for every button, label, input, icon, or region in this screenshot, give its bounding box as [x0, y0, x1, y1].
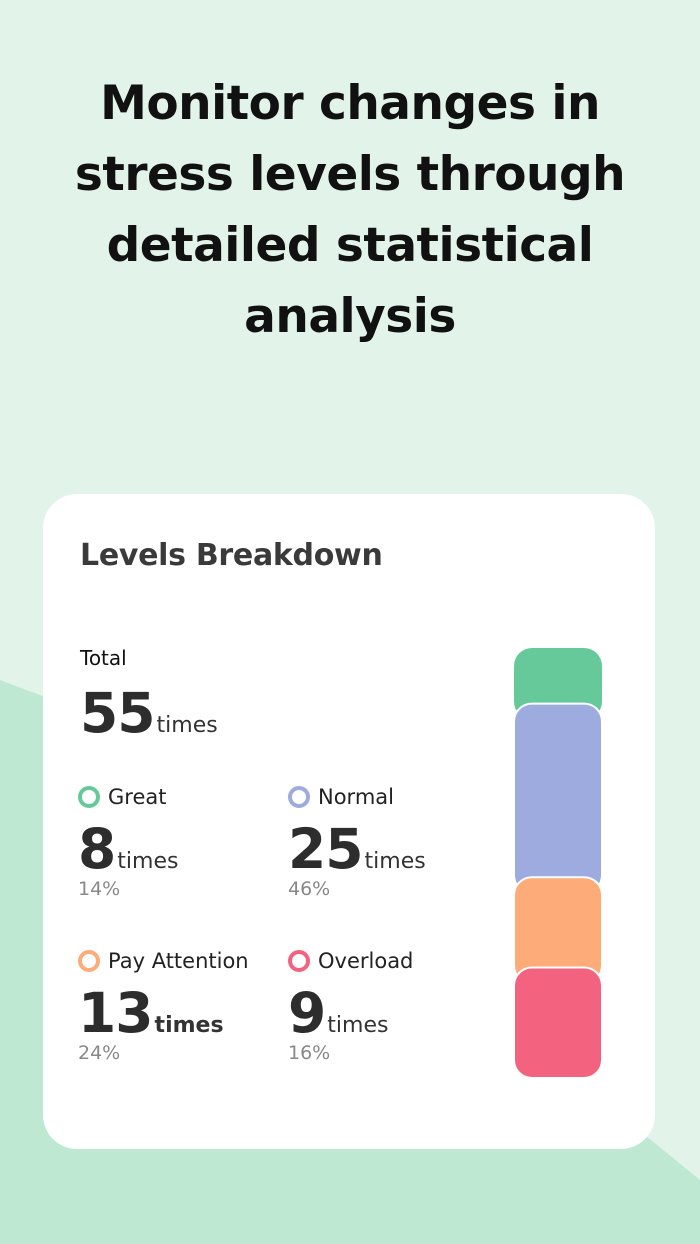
stat-unit: times	[117, 849, 179, 874]
total-unit: times	[156, 713, 218, 738]
stat-great: Great 8 times 14%	[78, 782, 278, 900]
stat-count: 8	[78, 817, 116, 881]
stat-percent: 16%	[288, 1042, 331, 1064]
stat-count: 9	[288, 981, 326, 1045]
levels-breakdown-card: Levels Breakdown Total 55 times Great 8 …	[43, 494, 655, 1149]
stat-pay-attention: Pay Attention 13 times 24%	[78, 946, 278, 1064]
stat-percent: 24%	[78, 1042, 121, 1064]
stat-count: 13	[78, 981, 154, 1045]
total-value: 55 times	[80, 680, 218, 746]
great-dot-icon	[78, 786, 100, 808]
bar-segment-overload	[513, 966, 603, 1078]
stat-percent: 14%	[78, 878, 121, 900]
overload-dot-icon	[288, 950, 310, 972]
stat-unit: times	[364, 849, 426, 874]
stacked-level-bar	[513, 648, 603, 1078]
stat-name: Overload	[318, 949, 414, 973]
stat-normal: Normal 25 times 46%	[288, 782, 488, 900]
stat-unit: times	[154, 1013, 224, 1038]
total-label: Total	[80, 646, 127, 670]
stat-count: 25	[288, 817, 364, 881]
stat-name: Pay Attention	[108, 949, 249, 973]
headline: Monitor changes in stress levels through…	[74, 76, 626, 344]
card-title: Levels Breakdown	[80, 538, 383, 573]
normal-dot-icon	[288, 786, 310, 808]
pay-attention-dot-icon	[78, 950, 100, 972]
stat-unit: times	[327, 1013, 389, 1038]
bar-segment-normal	[513, 702, 603, 895]
total-count: 55	[80, 681, 156, 745]
stat-name: Normal	[318, 785, 394, 809]
stat-percent: 46%	[288, 878, 331, 900]
stat-name: Great	[108, 785, 167, 809]
bar-segment-great	[514, 648, 602, 720]
stat-overload: Overload 9 times 16%	[288, 946, 488, 1064]
